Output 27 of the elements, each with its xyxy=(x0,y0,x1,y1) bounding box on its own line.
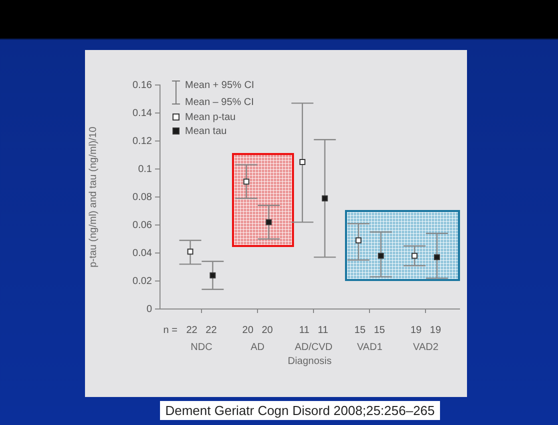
x-axis-title: Diagnosis xyxy=(288,356,332,367)
annotation: Mean + 95% CI xyxy=(185,80,254,91)
y-tick-label: 0.08 xyxy=(132,192,152,203)
text: 11 11 xyxy=(299,324,329,336)
y-axis-title: p-tau (ng/ml) and tau (ng/ml)/10 xyxy=(88,126,99,268)
annotation: Mean – 95% CI xyxy=(185,96,254,108)
text: 20 20 xyxy=(242,324,274,336)
text: 22 22 xyxy=(186,324,218,336)
y-tick-label: 0 xyxy=(146,304,152,315)
y-tick-label: 0.12 xyxy=(132,136,152,147)
y-tick-label: 0.16 xyxy=(132,80,152,91)
y-tick-label: 0.1 xyxy=(138,164,152,175)
x-tick-label: VAD1 xyxy=(356,342,383,353)
legend-label: Mean tau xyxy=(185,126,227,137)
y-tick-label: 0.14 xyxy=(132,108,152,119)
text: n = xyxy=(163,324,178,336)
x-tick-label: VAD2 xyxy=(413,342,439,353)
text: Dement Geriatr Cogn Disord 2008;25:256–265 xyxy=(160,401,440,420)
y-tick-label: 0.02 xyxy=(132,276,152,287)
x-tick-label: AD/CVD xyxy=(294,342,333,353)
legend-label: Mean p-tau xyxy=(185,112,236,123)
text: 19 19 xyxy=(410,324,442,336)
text: 15 15 xyxy=(354,324,386,336)
x-tick-label: NDC xyxy=(190,342,212,353)
y-tick-label: 0.06 xyxy=(132,220,152,231)
x-tick-label: AD xyxy=(250,342,265,353)
y-tick-label: 0.04 xyxy=(132,248,152,259)
